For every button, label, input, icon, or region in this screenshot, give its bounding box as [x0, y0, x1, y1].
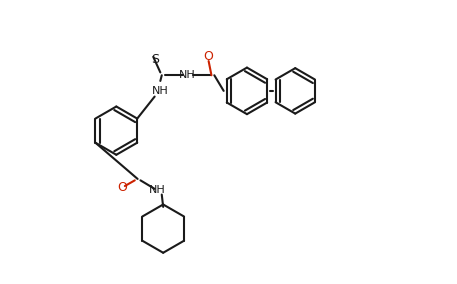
Text: S: S	[151, 53, 159, 66]
Text: NH: NH	[152, 86, 169, 96]
Text: NH: NH	[149, 185, 166, 195]
Text: O: O	[204, 50, 213, 63]
Text: NH: NH	[179, 70, 196, 80]
Text: O: O	[117, 181, 127, 194]
